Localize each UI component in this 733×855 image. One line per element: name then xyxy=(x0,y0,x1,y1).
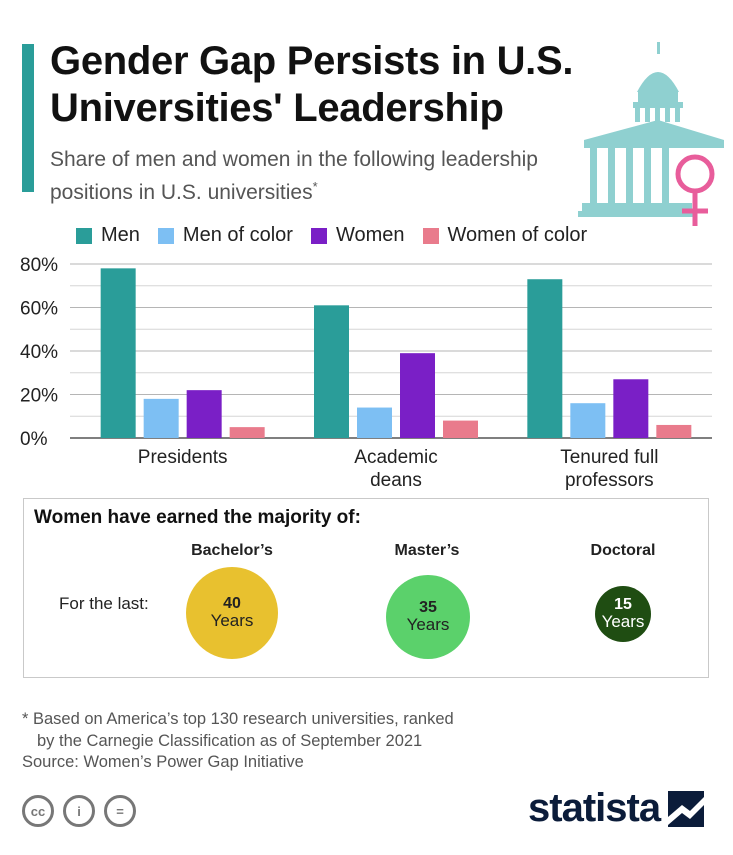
footnote-line-2: by the Carnegie Classification as of Sep… xyxy=(37,732,423,750)
legend-label-women: Women xyxy=(335,224,405,246)
bar-women xyxy=(186,390,222,438)
bar-women-of-color xyxy=(656,424,692,438)
degree-years-bachelors: 40 xyxy=(223,594,241,612)
degree-label-doctoral: Doctoral xyxy=(590,542,656,559)
bar-men-of-color xyxy=(357,407,392,438)
bar-women-of-color xyxy=(443,420,478,438)
degree-years-masters: 35 xyxy=(419,598,437,616)
title-accent-bar xyxy=(22,44,34,192)
x-category-label: deans xyxy=(370,470,422,491)
legend-item-men: Men xyxy=(76,224,140,247)
creative-commons-icon[interactable]: cc xyxy=(22,795,54,827)
legend-item-women-of-color: Women of color xyxy=(422,224,588,247)
bar-men-of-color xyxy=(143,398,179,438)
statista-logo[interactable]: statista xyxy=(528,786,705,831)
legend-swatch-women xyxy=(310,227,327,244)
for-the-last-label: For the last: xyxy=(59,594,149,613)
degree-panel: Women have earned the majority of: For t… xyxy=(23,498,709,678)
degree-years-doctoral: 15 xyxy=(614,595,632,613)
chart-legend: Men Men of color Women Women of color xyxy=(76,224,605,247)
x-category-label: Presidents xyxy=(138,447,228,468)
subtitle-footnote-marker: * xyxy=(312,179,318,194)
degree-unit-bachelors: Years xyxy=(210,611,254,631)
y-tick-label: 40% xyxy=(20,342,58,363)
y-tick-label: 20% xyxy=(20,386,58,407)
y-tick-label: 0% xyxy=(20,429,48,450)
attribution-icon[interactable]: i xyxy=(63,795,95,827)
license-icons: cc i = xyxy=(22,795,145,827)
degree-label-bachelors: Bachelor’s xyxy=(191,542,273,559)
chart-subtitle: Share of men and women in the following … xyxy=(50,146,570,206)
x-category-label: Tenured full xyxy=(560,447,658,468)
degree-circle-doctoral: 15 Years xyxy=(595,586,651,642)
legend-item-men-of-color: Men of color xyxy=(157,224,293,247)
legend-swatch-women-of-color xyxy=(422,227,439,244)
y-tick-label: 80% xyxy=(20,255,58,276)
source-note: Source: Women’s Power Gap Initiative xyxy=(22,753,304,771)
bar-women xyxy=(400,353,435,438)
panel-title: Women have earned the majority of: xyxy=(34,507,361,528)
footnote-line-1: * Based on America’s top 130 research un… xyxy=(22,710,454,728)
legend-label-men: Men xyxy=(101,224,140,246)
legend-label-men-of-color: Men of color xyxy=(182,224,293,246)
legend-label-women-of-color: Women of color xyxy=(447,224,588,246)
legend-item-women: Women xyxy=(310,224,405,247)
x-category-label: Academic xyxy=(354,447,437,468)
bar-men xyxy=(100,268,136,438)
bar-women xyxy=(613,379,649,438)
bar-men xyxy=(527,279,563,438)
subtitle-text: Share of men and women in the following … xyxy=(50,148,538,204)
bar-women-of-color xyxy=(229,427,265,438)
legend-swatch-men xyxy=(76,227,92,244)
statista-mark-icon xyxy=(668,790,705,827)
y-tick-label: 60% xyxy=(20,299,58,320)
degree-unit-doctoral: Years xyxy=(601,612,645,632)
bar-men xyxy=(314,305,349,438)
no-derivatives-icon[interactable]: = xyxy=(104,795,136,827)
brand-name: statista xyxy=(528,786,661,830)
legend-swatch-men-of-color xyxy=(157,227,174,244)
degree-circle-bachelors: 40 Years xyxy=(186,567,278,659)
capitol-female-symbol-icon xyxy=(578,42,724,226)
degree-circle-masters: 35 Years xyxy=(386,575,470,659)
footnote: * Based on America’s top 130 research un… xyxy=(22,708,454,752)
degree-label-masters: Master’s xyxy=(394,542,460,559)
bar-men-of-color xyxy=(570,403,606,438)
x-category-label: professors xyxy=(565,470,654,491)
degree-unit-masters: Years xyxy=(406,615,450,635)
chart-title: Gender Gap Persists in U.S. Universities… xyxy=(50,39,574,130)
